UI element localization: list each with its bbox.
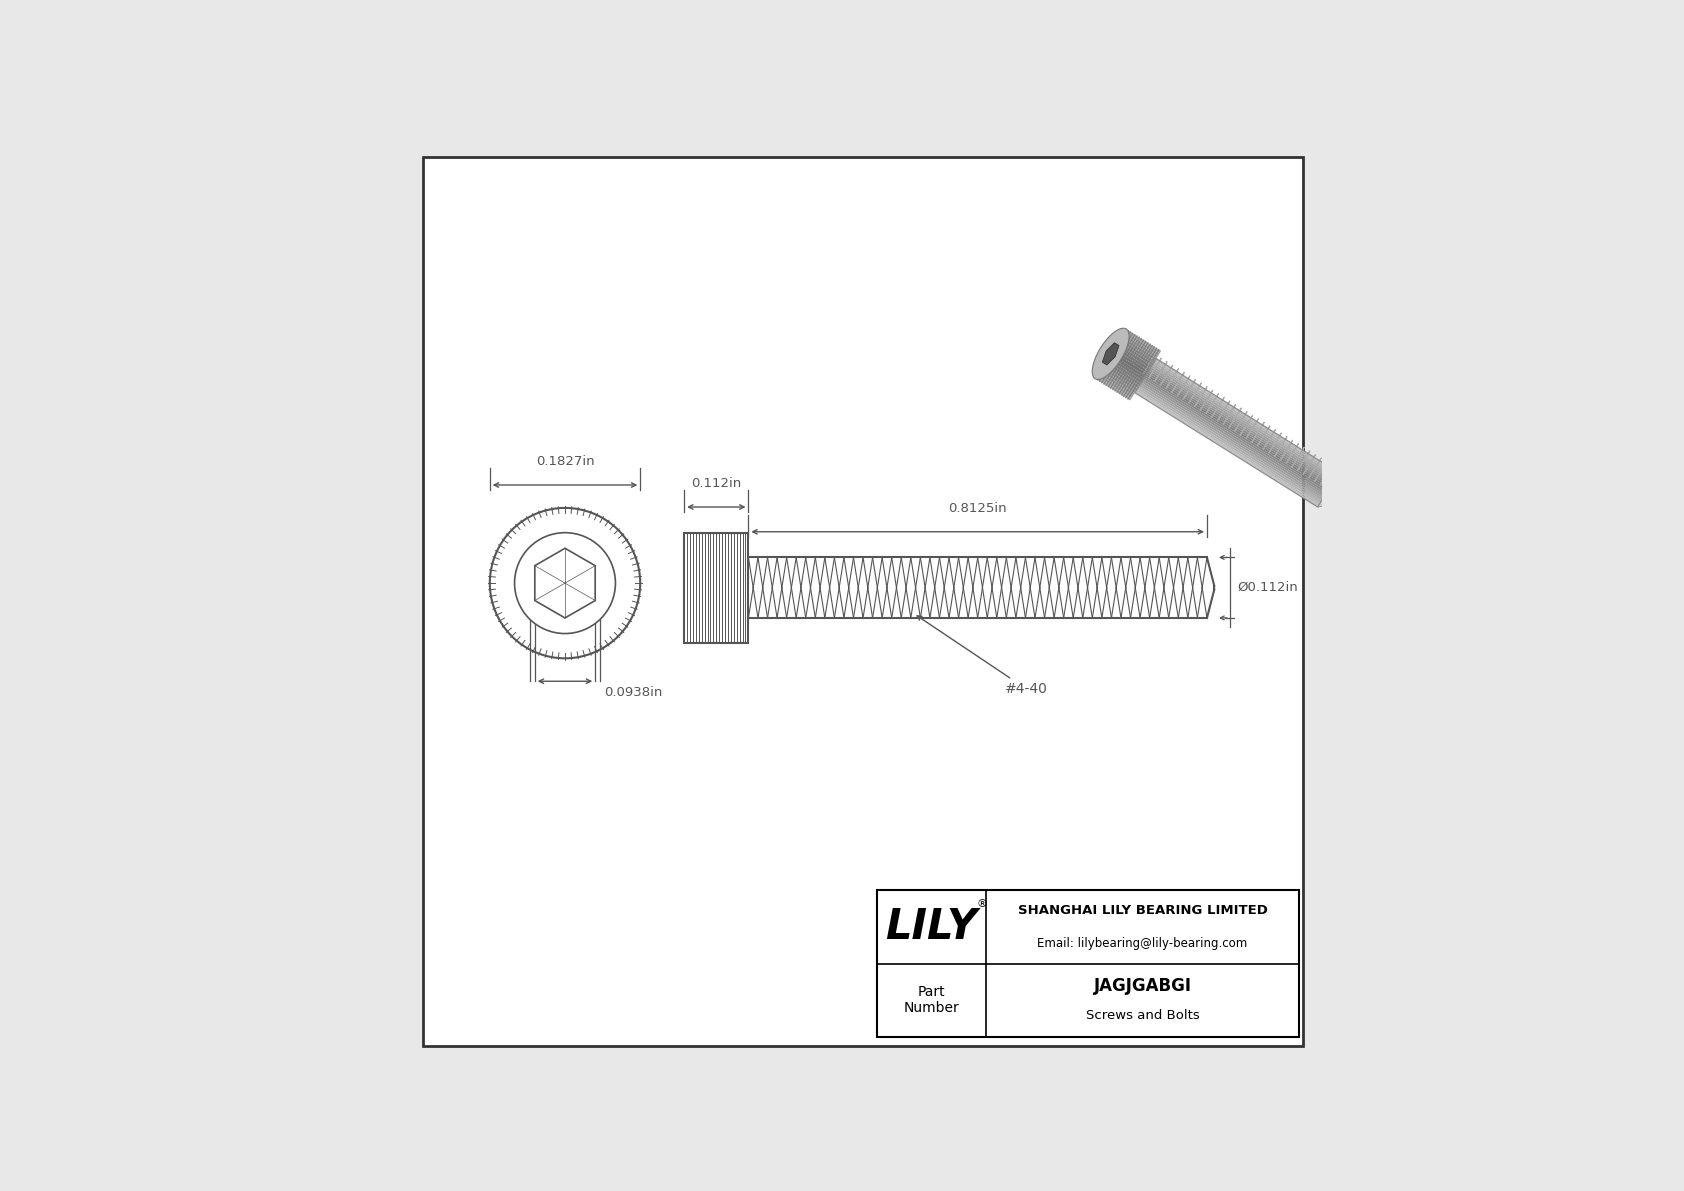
Polygon shape: [1105, 361, 1142, 386]
Circle shape: [515, 532, 615, 634]
Text: JAGJGABGI: JAGJGABGI: [1093, 977, 1192, 994]
Polygon shape: [1095, 376, 1132, 400]
Polygon shape: [1118, 339, 1155, 363]
Polygon shape: [1111, 349, 1148, 373]
Text: 0.112in: 0.112in: [690, 478, 741, 491]
Polygon shape: [1148, 369, 1332, 485]
Polygon shape: [1145, 375, 1329, 492]
Polygon shape: [1140, 385, 1324, 500]
Text: Ø0.112in: Ø0.112in: [1238, 581, 1298, 594]
Polygon shape: [1120, 336, 1157, 361]
Text: Email: lilybearing@lily-bearing.com: Email: lilybearing@lily-bearing.com: [1037, 937, 1248, 950]
Text: 0.1827in: 0.1827in: [536, 455, 594, 468]
Polygon shape: [1125, 329, 1162, 354]
Polygon shape: [1148, 370, 1332, 486]
Polygon shape: [1123, 331, 1160, 356]
Text: 0.8125in: 0.8125in: [948, 503, 1007, 516]
Polygon shape: [1098, 372, 1135, 395]
Polygon shape: [1140, 382, 1324, 499]
Text: SHANGHAI LILY BEARING LIMITED: SHANGHAI LILY BEARING LIMITED: [1017, 904, 1268, 917]
Polygon shape: [1152, 363, 1335, 480]
Text: Part
Number: Part Number: [904, 985, 960, 1016]
Polygon shape: [1142, 381, 1325, 497]
Polygon shape: [1115, 344, 1152, 368]
Polygon shape: [1116, 342, 1154, 366]
Polygon shape: [1137, 389, 1320, 505]
Bar: [877, 891, 1298, 1037]
Polygon shape: [1103, 343, 1118, 364]
Polygon shape: [1106, 358, 1142, 384]
Polygon shape: [1101, 367, 1138, 391]
Bar: [684, 532, 748, 643]
Polygon shape: [1137, 388, 1320, 504]
Polygon shape: [1103, 363, 1140, 388]
Polygon shape: [1096, 374, 1133, 398]
Polygon shape: [1147, 373, 1330, 488]
Polygon shape: [1142, 379, 1327, 495]
Text: #4-40: #4-40: [918, 616, 1047, 697]
Text: ®: ®: [977, 899, 987, 909]
Polygon shape: [1111, 351, 1147, 375]
Polygon shape: [1122, 333, 1159, 358]
Polygon shape: [1110, 354, 1145, 379]
Polygon shape: [1150, 366, 1335, 481]
Text: 0.0938in: 0.0938in: [605, 686, 663, 699]
Polygon shape: [1100, 369, 1137, 393]
Polygon shape: [1138, 386, 1322, 501]
Polygon shape: [1155, 358, 1339, 474]
Polygon shape: [1113, 347, 1150, 370]
Text: Screws and Bolts: Screws and Bolts: [1086, 1009, 1199, 1022]
Polygon shape: [1150, 367, 1334, 484]
Polygon shape: [1108, 356, 1143, 381]
Circle shape: [490, 507, 640, 659]
Polygon shape: [1154, 362, 1337, 478]
Polygon shape: [1135, 391, 1319, 507]
Polygon shape: [536, 548, 594, 618]
Text: LILY: LILY: [886, 906, 978, 948]
Polygon shape: [1317, 473, 1347, 507]
Polygon shape: [1145, 374, 1329, 490]
Polygon shape: [1143, 378, 1327, 493]
Polygon shape: [1093, 329, 1128, 380]
Polygon shape: [1154, 361, 1339, 476]
